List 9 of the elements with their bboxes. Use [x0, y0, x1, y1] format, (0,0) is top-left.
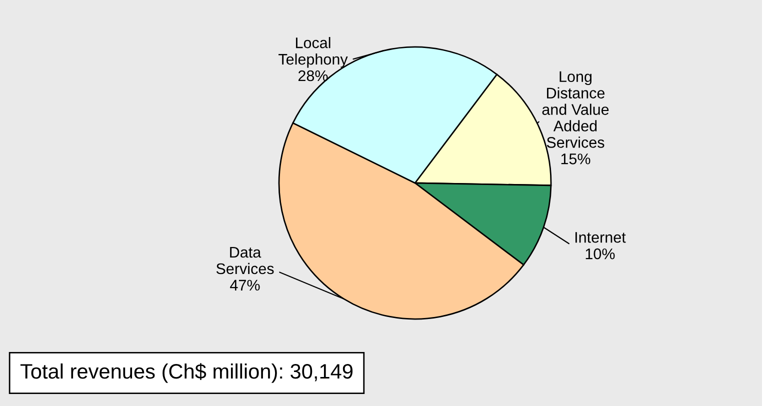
- text: Total revenues (Ch$ million): 30,149: [20, 363, 353, 383]
- data-label: 15%: [561, 154, 590, 164]
- slice-label: Internet: [575, 232, 626, 243]
- slice-label: Local Telephony: [278, 37, 348, 68]
- data-label: 28%: [298, 70, 328, 82]
- data-label: 47%: [230, 280, 260, 291]
- slice-label: Long Distance and Value Added Services: [542, 71, 609, 148]
- slice-label: Data Services: [216, 247, 274, 274]
- data-label: 10%: [586, 248, 615, 260]
